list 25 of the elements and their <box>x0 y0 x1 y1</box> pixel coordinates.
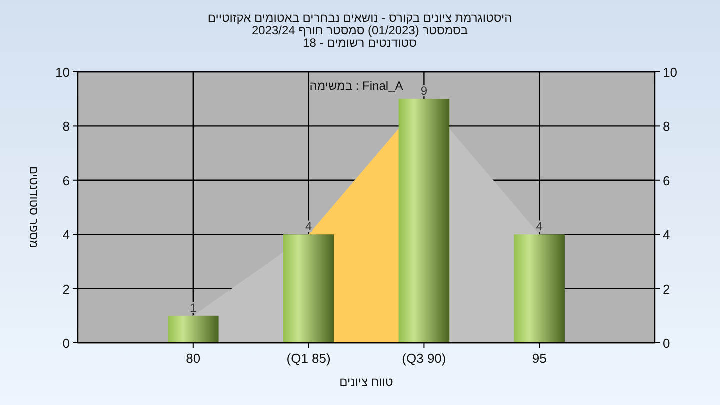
y-axis-title: מספר סטודנטים <box>27 166 41 249</box>
y2-tick-label: 6 <box>663 173 670 188</box>
y-tick-label: 6 <box>62 173 70 188</box>
x-tick-label: (Q3 90) <box>402 351 446 366</box>
annotation: במשימה : Final_A <box>310 79 404 93</box>
bar <box>514 234 565 343</box>
x-tick-label: (Q1 85) <box>286 351 331 366</box>
y2-tick-label: 8 <box>663 119 670 134</box>
bar <box>283 234 334 343</box>
y2-tick-label: 10 <box>663 65 678 80</box>
y-tick-label: 4 <box>62 228 70 243</box>
x-axis-title: טווח ציונים <box>340 375 394 389</box>
bar <box>398 99 450 343</box>
chart-subtitle: בסמסטר (01/2023) סמסטר חורף 2023/24 סטודנטים רשומים - 18 <box>252 24 468 50</box>
x-tick-label: 95 <box>532 351 547 366</box>
y-tick-label: 2 <box>62 282 70 297</box>
y-tick-label: 10 <box>56 65 70 80</box>
y-tick-label: 0 <box>62 336 70 351</box>
y2-tick-label: 2 <box>663 282 670 297</box>
x-tick-label: 80 <box>186 351 201 366</box>
y2-tick-label: 0 <box>663 336 670 351</box>
y-tick-label: 8 <box>62 119 70 134</box>
chart-title: היסטוגרמת ציונים בקורס - נושאים נבחרים באטומים אקזוטיים <box>208 11 512 25</box>
y2-tick-label: 4 <box>663 228 670 243</box>
bar <box>168 316 219 343</box>
